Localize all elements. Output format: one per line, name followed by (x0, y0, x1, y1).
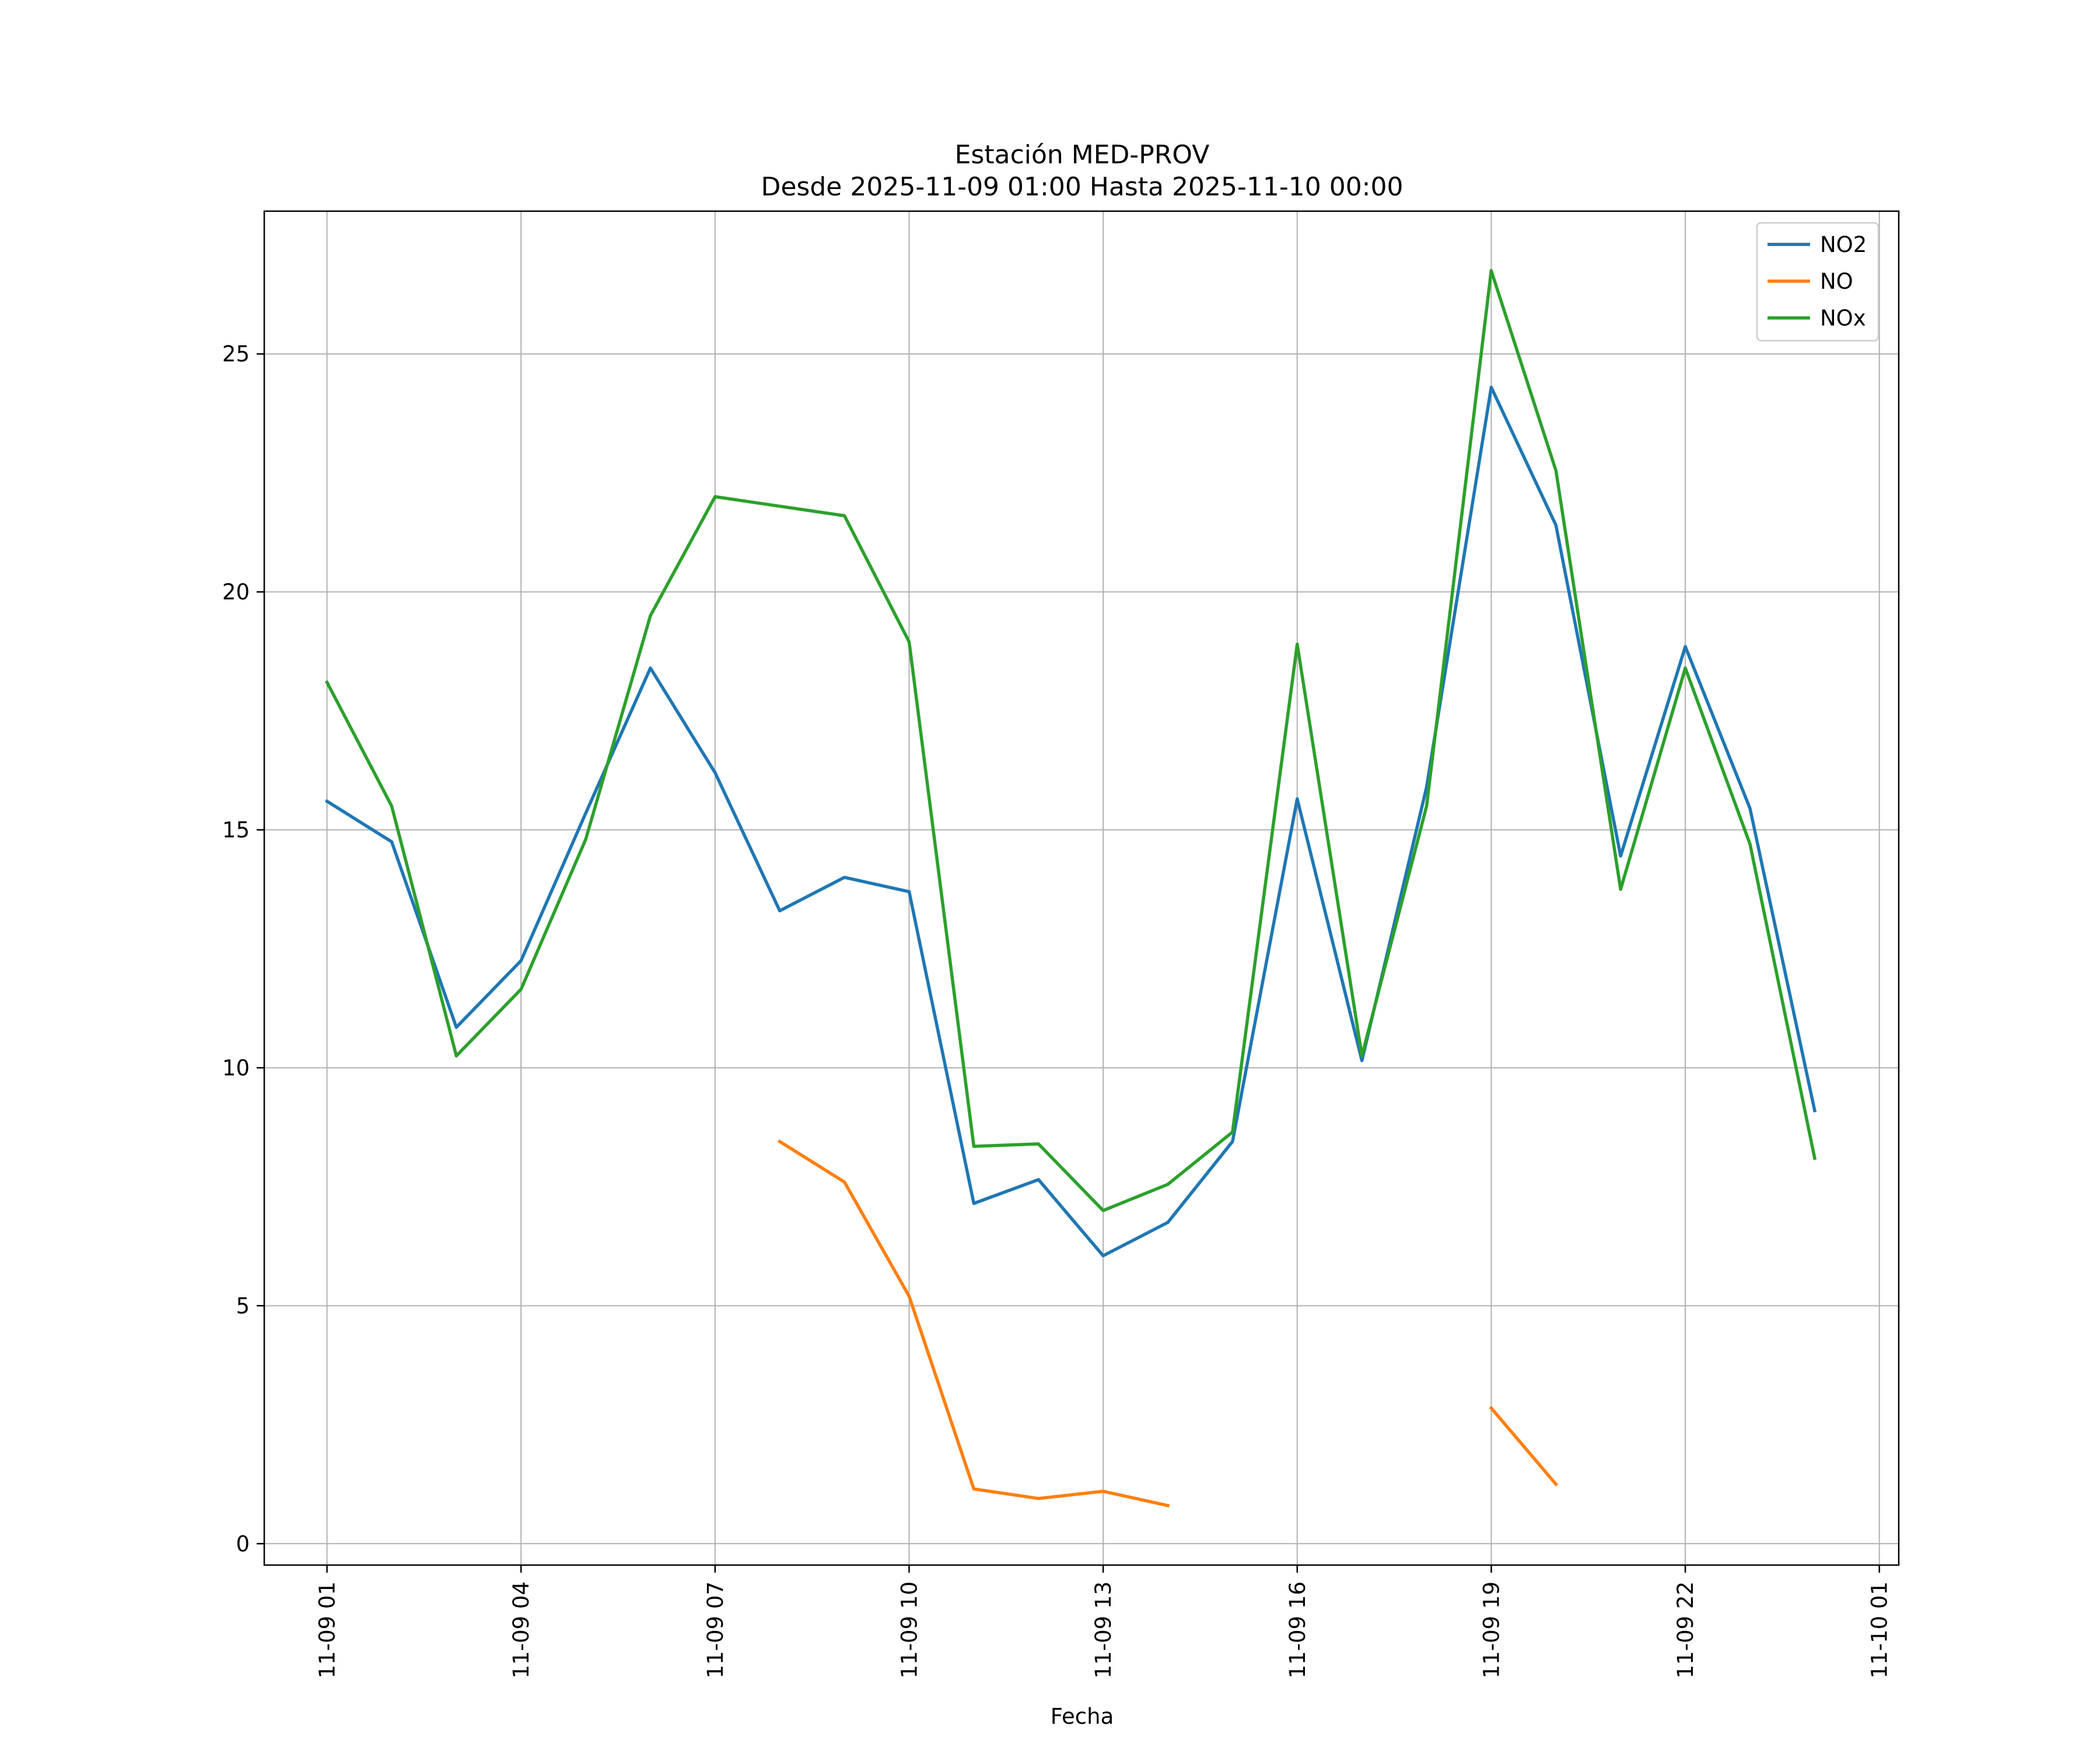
y-tick-label: 20 (222, 580, 250, 605)
grid-lines (264, 211, 1899, 1565)
x-tick-label: 11-09 07 (703, 1581, 728, 1678)
legend-box (1756, 222, 1880, 342)
y-axis: 0 5 10 15 20 25 (222, 342, 264, 1556)
y-tick-label: 10 (222, 1055, 250, 1080)
legend-label-nox: NOx (1820, 306, 1866, 331)
y-tick-label: 25 (222, 342, 250, 367)
series-lines (324, 269, 1817, 1508)
x-tick-label: 11-09 10 (897, 1581, 922, 1678)
chart-title: Estación MED-PROV (955, 140, 1210, 170)
plot-frame (263, 210, 1900, 1566)
legend-label-no: NO (1820, 269, 1853, 294)
x-axis: 11-09 01 11-09 04 11-09 07 11-09 10 11-09 13… (315, 1565, 1892, 1678)
series-line-nox (324, 269, 1817, 1212)
series-line-no2 (324, 386, 1817, 1258)
legend-label-no2: NO2 (1820, 232, 1867, 257)
x-axis-label: Fecha (1051, 1704, 1114, 1729)
chart-subtitle: Desde 2025-11-09 01:00 Hasta 2025-11-10 … (761, 172, 1403, 202)
y-tick-label: 15 (222, 818, 250, 843)
series-line-no (777, 1139, 1170, 1508)
x-tick-label: 11-09 22 (1673, 1581, 1698, 1678)
x-tick-label: 11-09 19 (1479, 1581, 1504, 1678)
x-tick-label: 11-09 16 (1285, 1581, 1310, 1678)
y-tick-label: 5 (236, 1293, 250, 1318)
x-tick-label: 11-09 01 (315, 1581, 340, 1678)
x-tick-label: 11-09 13 (1091, 1581, 1116, 1678)
legend: NO2 NO NOx (1756, 222, 1880, 342)
series-line-no (1489, 1405, 1559, 1487)
x-tick-label: 11-10 01 (1867, 1581, 1892, 1678)
x-tick-label: 11-09 04 (509, 1581, 534, 1678)
y-tick-label: 0 (236, 1531, 250, 1556)
